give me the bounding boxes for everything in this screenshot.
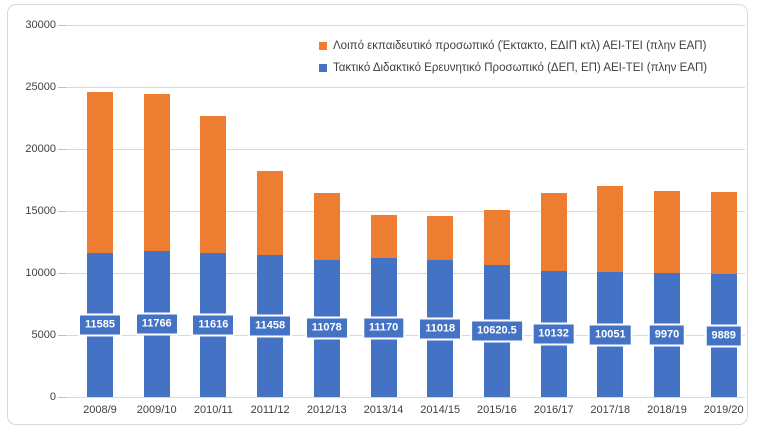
x-axis-label: 2017/18 — [590, 404, 631, 416]
gridline — [66, 149, 745, 150]
bar-segment-other-teaching-staff — [654, 190, 680, 274]
plot-area: 0 5000 10000 15000 20000 25000 30000 11585 2008/… — [8, 5, 747, 424]
gridline — [66, 397, 745, 398]
bar-segment-other-teaching-staff — [313, 192, 340, 260]
data-label: 9889 — [704, 324, 743, 348]
gridline — [66, 335, 745, 336]
data-label: 10620.5 — [470, 319, 524, 343]
y-axis-tick — [58, 335, 66, 336]
legend-swatch-icon — [319, 64, 327, 72]
y-axis-label: 10000 — [25, 267, 56, 279]
bar-segment-other-teaching-staff — [87, 91, 113, 254]
x-axis-label: 2011/12 — [250, 404, 290, 416]
gridline — [66, 87, 745, 88]
bar-segment-other-teaching-staff — [257, 170, 284, 255]
bar-segment-other-teaching-staff — [370, 214, 397, 259]
bar-segment-other-teaching-staff — [427, 216, 454, 261]
data-label: 11585 — [78, 313, 122, 337]
y-axis-label: 20000 — [25, 143, 56, 155]
data-label: 11170 — [361, 316, 406, 340]
data-label: 11078 — [304, 316, 349, 340]
legend-item: Τακτικό Διδακτικό Ερευνητικό Προσωπικό (… — [319, 62, 707, 74]
bar-segment-other-teaching-staff — [483, 209, 510, 266]
bar-segment-other-teaching-staff — [710, 191, 737, 275]
x-axis-label: 2008/9 — [83, 404, 117, 416]
x-axis-label: 2012/13 — [306, 404, 347, 416]
x-axis-label: 2010/11 — [193, 404, 233, 416]
x-axis-label: 2015/16 — [477, 404, 517, 416]
gridline — [66, 211, 745, 212]
chart-frame: 0 5000 10000 15000 20000 25000 30000 11585 2008/… — [7, 4, 748, 425]
gridline — [66, 273, 745, 274]
data-label: 11766 — [134, 312, 179, 336]
y-axis-label: 5000 — [31, 329, 56, 341]
x-axis-label: 2013/14 — [363, 404, 404, 416]
legend: Λοιπό εκπαιδευτικό προσωπικό (Έκτακτο, Ε… — [319, 40, 707, 74]
bar-segment-other-teaching-staff — [540, 192, 567, 272]
x-axis-label: 2019/20 — [703, 404, 744, 416]
data-label: 10132 — [531, 322, 576, 346]
bar-segment-other-teaching-staff — [597, 186, 624, 273]
x-axis-label: 2016/17 — [533, 404, 574, 416]
y-axis-tick — [58, 87, 66, 88]
y-axis-label: 15000 — [25, 205, 56, 217]
legend-swatch-icon — [319, 42, 327, 50]
bar-segment-other-teaching-staff — [143, 94, 170, 252]
data-label: 11616 — [191, 313, 236, 337]
gridline — [66, 25, 745, 26]
data-label: 11018 — [418, 317, 463, 341]
x-axis-label: 2018/19 — [647, 404, 687, 416]
y-axis-tick — [58, 273, 66, 274]
legend-label: Τακτικό Διδακτικό Ερευνητικό Προσωπικό (… — [333, 62, 708, 74]
legend-item: Λοιπό εκπαιδευτικό προσωπικό (Έκτακτο, Ε… — [319, 40, 707, 52]
y-axis-tick — [58, 149, 66, 150]
data-label: 9970 — [647, 323, 687, 347]
y-axis-tick — [58, 25, 66, 26]
legend-label: Λοιπό εκπαιδευτικό προσωπικό (Έκτακτο, Ε… — [333, 40, 707, 52]
y-axis-tick — [58, 211, 66, 212]
x-axis-label: 2014/15 — [420, 404, 461, 416]
bar-segment-other-teaching-staff — [200, 116, 227, 253]
y-axis-tick — [58, 397, 66, 398]
y-axis-label: 30000 — [25, 19, 56, 31]
y-axis-label: 0 — [49, 391, 56, 403]
data-label: 11458 — [248, 314, 293, 338]
x-axis-label: 2009/10 — [136, 404, 177, 416]
y-axis-label: 25000 — [25, 81, 56, 93]
data-label: 10051 — [588, 323, 633, 347]
